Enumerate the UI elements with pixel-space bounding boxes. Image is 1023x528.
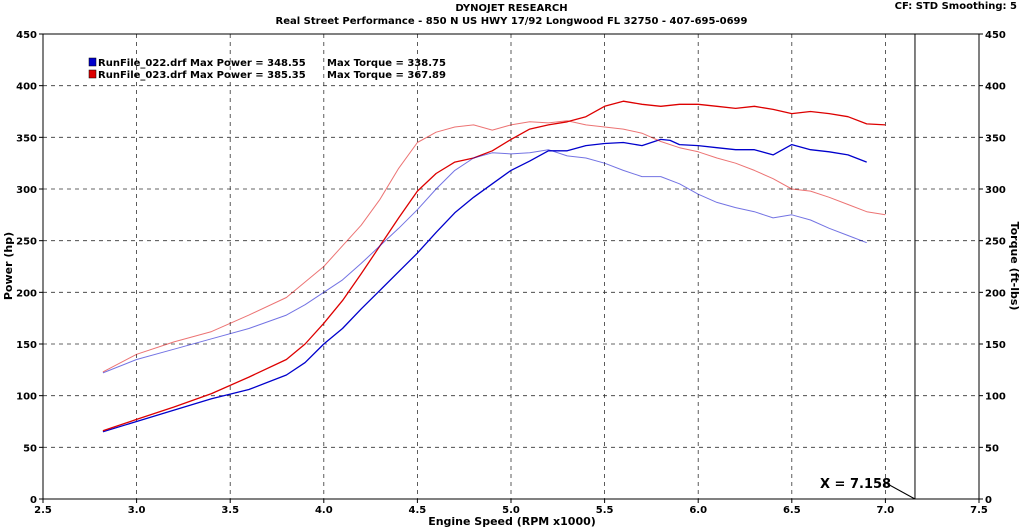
series-line-2 <box>102 149 867 374</box>
x-tick-label: 3.5 <box>221 505 239 516</box>
cursor-readout: X = 7.158 <box>820 477 891 492</box>
legend-entry-run022: RunFile_022.drf Max Power = 348.55 <box>98 58 306 69</box>
y-tick-label-right: 200 <box>985 288 1006 299</box>
y-axis-label-left: Power (hp) <box>2 232 15 300</box>
legend-entry-run023: RunFile_023.drf Max Power = 385.35 <box>98 70 306 81</box>
y-tick-label-right: 250 <box>985 237 1006 248</box>
y-tick-label-right: 0 <box>985 495 992 506</box>
x-tick-label: 7.0 <box>877 505 895 516</box>
chart-subtitle: Real Street Performance - 850 N US HWY 1… <box>275 16 748 27</box>
x-tick-label: 4.5 <box>409 505 427 516</box>
axis-ticks: 2.5 3.0 3.5 4.0 4.5 5.0 5.5 6.0 6.5 7.0 7.50 050 501… <box>16 30 1006 516</box>
grid-lines <box>43 34 979 499</box>
y-tick-label-left: 100 <box>16 392 37 403</box>
series-line-0 <box>102 138 867 433</box>
y-tick-label-right: 350 <box>985 133 1006 144</box>
x-tick-label: 6.0 <box>689 505 707 516</box>
y-tick-label-left: 450 <box>16 30 37 41</box>
legend-torque-run022: Max Torque = 338.75 <box>327 58 446 69</box>
y-tick-label-right: 400 <box>985 82 1006 93</box>
legend-torque-run023: Max Torque = 367.89 <box>327 70 446 81</box>
y-tick-label-left: 400 <box>16 82 37 93</box>
x-tick-label: 2.5 <box>34 505 52 516</box>
y-tick-label-right: 450 <box>985 30 1006 41</box>
y-tick-label-left: 350 <box>16 133 37 144</box>
x-tick-label: 7.5 <box>970 505 988 516</box>
x-tick-label: 5.5 <box>596 505 614 516</box>
cursor-leader-line <box>883 481 916 500</box>
x-tick-label: 5.0 <box>502 505 520 516</box>
y-tick-label-left: 200 <box>16 288 37 299</box>
y-tick-label-right: 50 <box>985 443 999 454</box>
legend-swatch-run022 <box>88 57 97 67</box>
y-tick-label-left: 250 <box>16 237 37 248</box>
x-axis-label: Engine Speed (RPM x1000) <box>428 515 596 528</box>
legend-swatch-run023 <box>88 69 97 79</box>
x-tick-label: 4.0 <box>315 505 333 516</box>
x-tick-label: 3.0 <box>128 505 146 516</box>
chart-title: DYNOJET RESEARCH <box>455 3 568 14</box>
cf-smoothing-info: CF: STD Smoothing: 5 <box>894 1 1017 12</box>
series-line-3 <box>102 120 886 373</box>
y-tick-label-left: 150 <box>16 340 37 351</box>
y-tick-label-right: 300 <box>985 185 1006 196</box>
series-line-1 <box>102 100 886 432</box>
y-tick-label-left: 300 <box>16 185 37 196</box>
y-tick-label-right: 150 <box>985 340 1006 351</box>
x-tick-label: 6.5 <box>783 505 801 516</box>
y-tick-label-left: 0 <box>30 495 37 506</box>
data-series <box>102 100 886 433</box>
y-tick-label-right: 100 <box>985 392 1006 403</box>
y-axis-label-right: Torque (ft-lbs) <box>1008 222 1021 311</box>
y-tick-label-left: 50 <box>23 443 37 454</box>
legend: RunFile_022.drf Max Power = 348.55 Max T… <box>88 57 446 81</box>
